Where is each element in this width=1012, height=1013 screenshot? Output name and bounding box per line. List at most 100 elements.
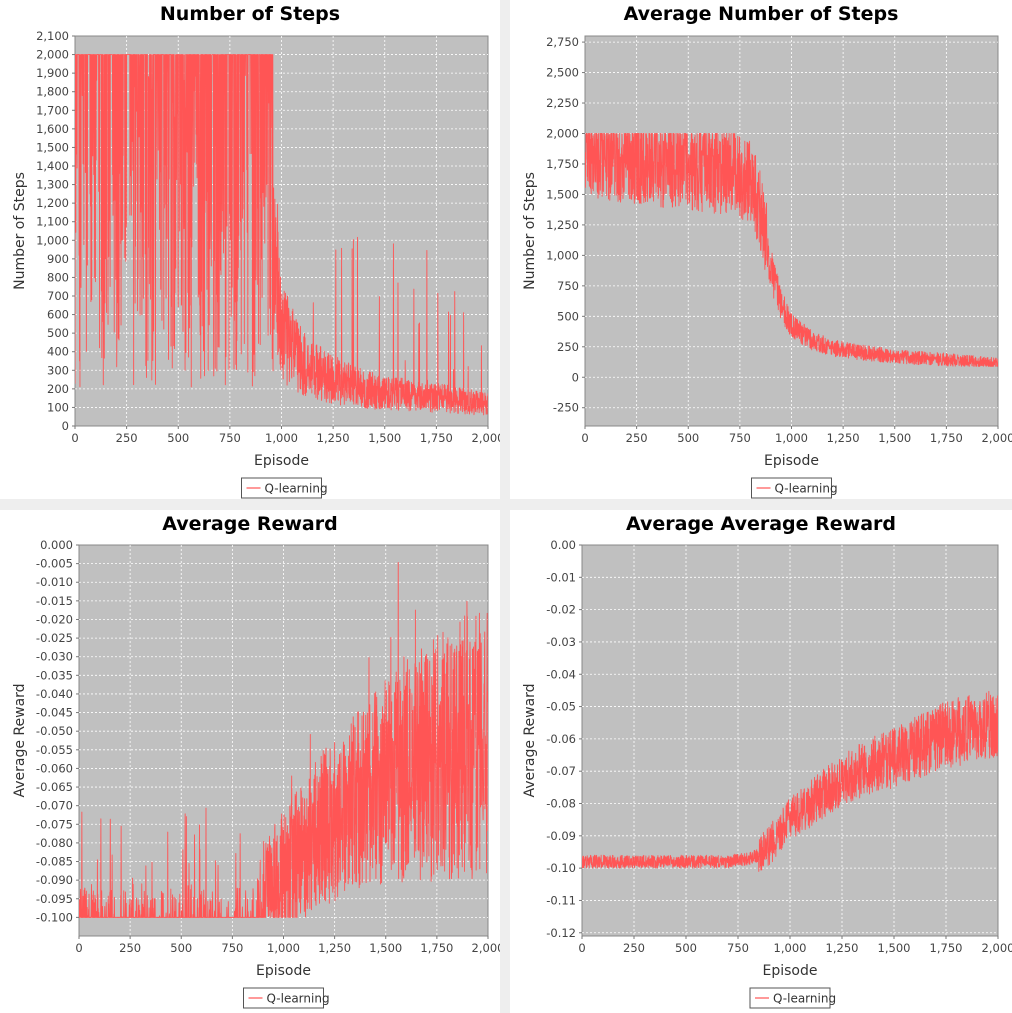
y-tick-label: -0.06 (546, 732, 576, 746)
x-axis: 0 250 500 750 1,000 1,250 1,500 1,750 2,000 (581, 426, 1012, 445)
legend-label: Q-learning (267, 992, 330, 1006)
series-line-q-learning (585, 133, 998, 367)
y-tick-label: -0.080 (36, 836, 73, 850)
y-tick-label: 300 (47, 363, 69, 377)
y-tick-label: -0.085 (36, 855, 73, 869)
y-tick-label: 1,900 (36, 66, 69, 80)
x-axis: 0 250 500 750 1,000 1,250 1,500 1,750 2,000 (75, 936, 500, 955)
y-tick-label: -0.03 (546, 635, 576, 649)
y-tick-label: -0.100 (36, 910, 73, 924)
y-tick-label: -0.005 (36, 557, 73, 571)
y-tick-label: -0.015 (36, 594, 73, 608)
y-tick-label: 0 (62, 419, 69, 433)
x-tick-label: 500 (677, 431, 699, 445)
chart-panel-average-number-of-steps: Average Number of Steps 0 250 500 750 1,000 1,… (510, 0, 1012, 499)
x-tick-label: 0 (71, 431, 78, 445)
y-tick-label: 1,300 (36, 178, 69, 192)
chart-average-average-reward: Average Average Reward 0 250 500 750 1,000 1,2… (522, 513, 1012, 1009)
x-axis-label: Episode (764, 453, 819, 469)
y-tick-label: 1,100 (36, 215, 69, 229)
x-tick-label: 500 (170, 941, 192, 955)
y-tick-label: 2,000 (36, 48, 69, 62)
y-tick-label: 2,500 (546, 66, 579, 80)
y-axis-label: Average Reward (522, 683, 538, 797)
y-tick-label: -0.030 (36, 650, 73, 664)
y-axis: 0 100 200 300 400 500 600 700 800 900 1,000 1,100 1,… (36, 29, 75, 433)
x-tick-label: 750 (221, 941, 243, 955)
y-tick-label: 500 (557, 309, 579, 323)
x-tick-label: 2,000 (472, 431, 500, 445)
y-axis-label: Number of Steps (12, 172, 28, 290)
legend-label: Q-learning (265, 482, 328, 496)
y-tick-label: -0.050 (36, 724, 73, 738)
x-tick-label: 1,750 (420, 431, 453, 445)
x-tick-label: 750 (219, 431, 241, 445)
x-axis-label: Episode (254, 453, 309, 469)
x-axis-label: Episode (763, 963, 818, 979)
y-tick-label: 1,400 (36, 159, 69, 173)
chart-panel-average-reward: Average Reward 0 250 500 750 1,000 1,250 1,500 1… (0, 510, 500, 1013)
y-tick-label: 2,100 (36, 29, 69, 43)
y-tick-label: 2,750 (546, 35, 579, 49)
x-axis: 0 250 500 750 1,000 1,250 1,500 1,750 2,000 (71, 426, 500, 445)
x-tick-label: 1,000 (265, 431, 298, 445)
series-group (585, 133, 998, 367)
x-tick-label: 2,000 (982, 431, 1012, 445)
x-tick-label: 1,500 (368, 431, 401, 445)
y-tick-label: 500 (47, 326, 69, 340)
y-tick-label: 1,000 (546, 248, 579, 262)
gridlines (582, 545, 998, 936)
x-tick-label: 750 (729, 431, 751, 445)
y-tick-label: 400 (47, 345, 69, 359)
y-axis: 0.000 -0.005 -0.010 -0.015 -0.020 -0.025 -0.03… (36, 538, 79, 924)
y-axis: 0.00 -0.01 -0.02 -0.03 -0.04 -0.05 -0.06 -0.07 -… (546, 538, 582, 940)
chart-title: Average Reward (162, 513, 337, 535)
x-tick-label: 1,250 (318, 941, 351, 955)
y-tick-label: 600 (47, 308, 69, 322)
y-tick-label: -0.045 (36, 706, 73, 720)
y-tick-label: -0.075 (36, 817, 73, 831)
x-tick-label: 1,250 (826, 941, 859, 955)
y-tick-label: 100 (47, 400, 69, 414)
x-tick-label: 250 (626, 431, 648, 445)
y-tick-label: 250 (557, 340, 579, 354)
x-tick-label: 1,500 (878, 431, 911, 445)
y-tick-label: -0.055 (36, 743, 73, 757)
legend-box (243, 987, 324, 1009)
x-tick-label: 1,000 (267, 941, 300, 955)
y-tick-label: 1,700 (36, 103, 69, 117)
legend-label: Q-learning (775, 482, 838, 496)
x-tick-label: 1,750 (420, 941, 453, 955)
legend: Q-learning (749, 987, 836, 1009)
x-tick-label: 0 (75, 941, 82, 955)
y-tick-label: 1,500 (36, 140, 69, 154)
y-tick-label: 200 (47, 382, 69, 396)
gridlines (585, 36, 998, 426)
y-tick-label: -0.05 (546, 700, 576, 714)
chart-number-of-steps: Number of Steps 0 250 500 750 1,000 1,250 1,500… (12, 3, 500, 499)
y-tick-label: 0.00 (550, 538, 576, 552)
x-tick-label: 500 (675, 941, 697, 955)
x-tick-label: 500 (167, 431, 189, 445)
y-tick-label: -0.01 (546, 570, 576, 584)
y-tick-label: 800 (47, 270, 69, 284)
y-tick-label: 900 (47, 252, 69, 266)
y-tick-label: -0.010 (36, 575, 73, 589)
x-axis-label: Episode (256, 963, 311, 979)
legend: Q-learning (241, 477, 328, 499)
x-tick-label: 0 (581, 431, 588, 445)
y-axis-label: Number of Steps (522, 172, 538, 290)
y-tick-label: -0.12 (546, 926, 576, 940)
series-group (582, 690, 998, 872)
series-group (75, 54, 488, 416)
y-tick-label: -0.09 (546, 829, 576, 843)
x-tick-label: 750 (727, 941, 749, 955)
legend-box (749, 987, 831, 1009)
y-tick-label: 1,600 (36, 122, 69, 136)
series-line-q-learning (75, 54, 488, 416)
chart-panel-average-average-reward: Average Average Reward 0 250 500 750 1,000 1,2… (510, 510, 1012, 1013)
series-line-q-learning (582, 690, 998, 872)
series-line-q-learning (79, 561, 488, 918)
y-tick-label: -0.020 (36, 612, 73, 626)
y-tick-label: 1,500 (546, 187, 579, 201)
